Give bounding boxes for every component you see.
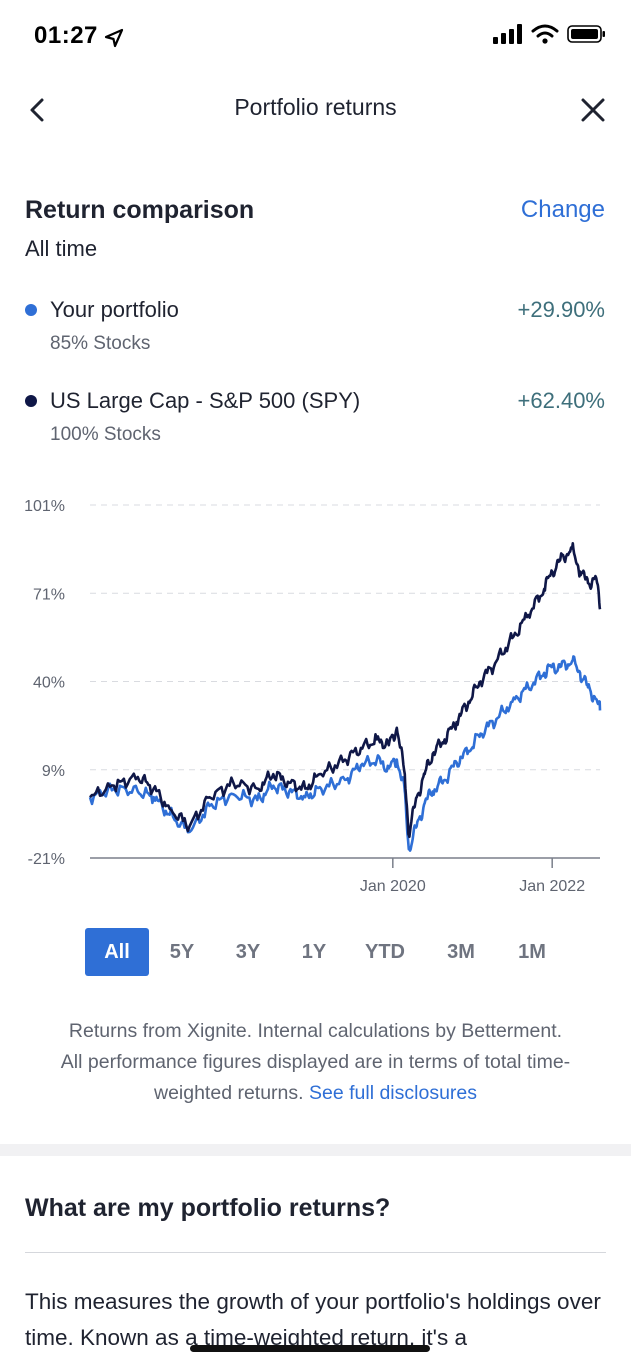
disclaimer-text: weighted returns.	[153, 1082, 304, 1104]
portfolio-dot-icon	[25, 304, 37, 316]
returns-chart: 101% 71% 40% 9% -21% Jan 2020 Jan 2022	[24, 498, 602, 895]
close-icon[interactable]	[575, 92, 611, 128]
disclaimer-line: All performance figures displayed are in…	[60, 1051, 571, 1073]
range-tab-ytd[interactable]: YTD	[365, 941, 405, 963]
disclaimer-line: weighted returns. See full disclosures	[20, 1078, 611, 1109]
range-tabs: All 5Y 3Y 1Y YTD 3M 1M	[85, 928, 565, 976]
legend-name: Your portfolio	[50, 297, 179, 322]
y-tick-label: 40%	[33, 675, 65, 692]
faq-title: What are my portfolio returns?	[25, 1194, 391, 1222]
signal-icon	[493, 24, 522, 44]
faq-divider	[25, 1252, 606, 1253]
x-tick-label: Jan 2020	[360, 878, 426, 895]
location-arrow-icon	[104, 28, 124, 48]
legend-sub: 85% Stocks	[50, 333, 151, 354]
y-tick-label: -21%	[28, 851, 65, 868]
range-tab-all[interactable]: All	[85, 928, 149, 976]
x-tick-label: Jan 2022	[519, 878, 585, 895]
battery-icon	[567, 25, 605, 43]
return-comparison-title: Return comparison	[25, 196, 255, 224]
change-button[interactable]: Change	[520, 196, 605, 223]
status-time: 01:27	[34, 22, 98, 49]
range-tab-3y[interactable]: 3Y	[235, 941, 261, 963]
y-tick-label: 71%	[33, 586, 65, 603]
series-line-benchmark	[89, 541, 602, 839]
y-tick-label: 9%	[42, 763, 65, 780]
legend-value: +29.90%	[517, 297, 605, 322]
home-indicator	[190, 1345, 430, 1352]
legend-value: +62.40%	[517, 388, 605, 413]
legend-sub: 100% Stocks	[50, 424, 161, 445]
wifi-icon	[531, 24, 559, 44]
benchmark-dot-icon	[25, 395, 37, 407]
legend-name: US Large Cap - S&P 500 (SPY)	[50, 388, 361, 413]
disclaimer-line: Returns from Xignite. Internal calculati…	[68, 1020, 563, 1042]
see-full-disclosures-link[interactable]: See full disclosures	[309, 1082, 477, 1104]
range-tab-1m[interactable]: 1M	[518, 941, 546, 963]
status-bar: 01:27	[0, 0, 631, 76]
page-title: Portfolio returns	[234, 94, 397, 120]
range-tab-5y[interactable]: 5Y	[169, 941, 195, 963]
series-line-portfolio	[88, 655, 602, 852]
back-chevron-icon[interactable]	[20, 92, 56, 128]
period-label: All time	[25, 236, 98, 261]
range-tab-3m[interactable]: 3M	[447, 941, 475, 963]
section-divider	[0, 1144, 631, 1156]
nav-bar: Portfolio returns	[0, 80, 631, 140]
y-tick-label: 101%	[24, 498, 65, 515]
disclaimer: Returns from Xignite. Internal calculati…	[20, 1016, 611, 1109]
range-tab-1y[interactable]: 1Y	[301, 941, 327, 963]
